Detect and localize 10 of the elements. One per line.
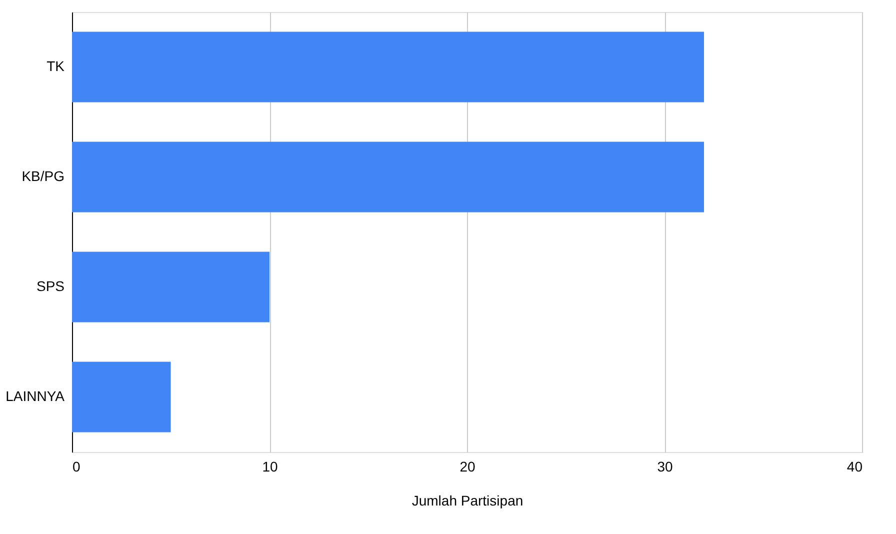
x-tick-label: 10 bbox=[262, 458, 278, 474]
x-tick-label: 20 bbox=[460, 458, 476, 474]
y-tick-label: LAINNYA bbox=[6, 388, 66, 404]
y-tick-label: SPS bbox=[36, 278, 64, 294]
y-tick-label: TK bbox=[46, 58, 66, 74]
x-tick-label: 30 bbox=[657, 458, 673, 474]
x-tick-label: 0 bbox=[72, 458, 80, 474]
x-axis-title: Jumlah Partisipan bbox=[412, 492, 524, 508]
y-tick-label: KB/PG bbox=[22, 168, 64, 184]
x-tick-label: 40 bbox=[846, 458, 863, 474]
